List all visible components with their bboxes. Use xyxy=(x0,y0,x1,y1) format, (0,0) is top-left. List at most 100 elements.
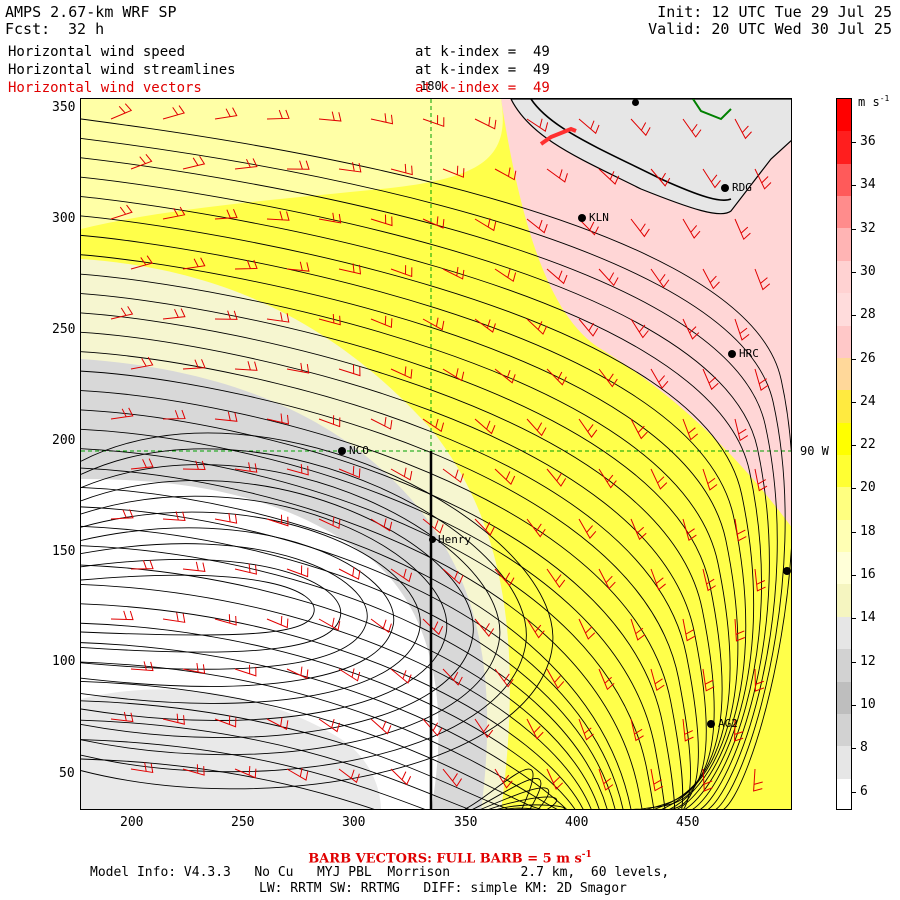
colorbar-label: 28 xyxy=(860,307,876,323)
wind-barb xyxy=(526,118,549,132)
station-marker-kln[interactable] xyxy=(578,214,586,222)
wind-barb xyxy=(318,314,341,326)
wind-barb xyxy=(110,306,134,320)
wind-barb xyxy=(578,318,599,337)
streamline-inner xyxy=(81,432,554,790)
streamline xyxy=(81,642,567,809)
wind-barb xyxy=(162,511,186,521)
wind-barb xyxy=(318,111,342,122)
station-label-ag2: AG2 xyxy=(718,717,738,730)
wind-barb xyxy=(234,361,258,371)
wind-barb xyxy=(734,218,751,241)
wind-barb xyxy=(214,411,238,422)
wind-barb xyxy=(682,618,696,642)
wind-barb xyxy=(110,610,134,621)
streamline xyxy=(81,234,747,809)
wind-barb xyxy=(442,368,465,382)
station-marker-nco[interactable] xyxy=(338,447,346,455)
station-marker-edge[interactable] xyxy=(783,567,791,575)
wind-barb xyxy=(546,268,568,285)
station-marker-henry[interactable] xyxy=(429,536,436,543)
wind-barb xyxy=(110,509,134,520)
colorbar-tick xyxy=(851,142,856,143)
wind-barb xyxy=(650,168,671,187)
colorbar-tick xyxy=(851,748,856,750)
colorbar-units-text: m s xyxy=(858,95,880,109)
meridian-label: 180 xyxy=(420,79,442,93)
wind-barb xyxy=(110,407,134,420)
colorbar-cell xyxy=(837,325,851,359)
wind-barb xyxy=(370,718,392,735)
wind-barb xyxy=(546,468,567,487)
station-marker-top[interactable] xyxy=(632,99,639,106)
wind-barb xyxy=(286,160,310,170)
colorbar-cell xyxy=(837,649,851,683)
wind-barb xyxy=(214,614,237,626)
wind-barb xyxy=(442,266,465,280)
wind-barb xyxy=(598,668,615,691)
streamline xyxy=(81,739,542,809)
wind-barb xyxy=(214,715,237,728)
wind-barb xyxy=(234,259,258,270)
wind-barb xyxy=(390,467,413,481)
wind-barb xyxy=(546,168,568,183)
streamline xyxy=(81,448,655,809)
station-marker-hrc[interactable] xyxy=(728,350,736,358)
colorbar-label: 10 xyxy=(860,696,876,712)
wind-barb xyxy=(182,359,206,370)
wind-barb xyxy=(494,268,517,283)
station-label-rdg: RDG xyxy=(732,181,752,194)
colorbar-tick xyxy=(851,445,856,447)
x-tick-label: 400 xyxy=(565,815,589,830)
field-name-streamlines: Horizontal wind streamlines xyxy=(8,62,236,78)
colorbar-label: 14 xyxy=(860,610,876,626)
station-marker-rdg[interactable] xyxy=(721,184,729,192)
wind-barb xyxy=(130,661,154,672)
y-tick-label: 100 xyxy=(52,654,76,669)
colorbar-label: 16 xyxy=(860,567,876,582)
wind-barb xyxy=(474,116,497,130)
wind-barb xyxy=(286,464,309,476)
wind-barb xyxy=(682,318,700,340)
wind-barb xyxy=(702,768,713,792)
wind-barb xyxy=(526,318,548,335)
station-marker-ag2[interactable] xyxy=(707,720,715,728)
colorbar-label: 6 xyxy=(860,783,868,799)
wind-barb xyxy=(370,315,393,329)
wind-barb xyxy=(442,768,463,788)
wind-barb xyxy=(390,668,412,684)
wind-barb xyxy=(266,717,289,730)
barb-legend-text: BARB VECTORS: FULL BARB = 5 m s xyxy=(308,851,582,867)
wind-barb xyxy=(754,268,771,291)
barbs-group xyxy=(110,103,772,792)
valid-time: Valid: 20 UTC Wed 30 Jul 25 xyxy=(648,20,892,38)
x-tick-label: 300 xyxy=(342,815,366,830)
streamline xyxy=(81,157,778,809)
wind-barb xyxy=(494,668,514,688)
colorbar-cell xyxy=(837,519,851,554)
wind-barb xyxy=(702,268,720,290)
colorbar-tick xyxy=(851,488,856,490)
y-tick-label: 350 xyxy=(52,100,76,115)
wind-barb xyxy=(234,766,257,779)
wind-barb xyxy=(702,668,715,692)
map-panel[interactable]: NCO Henry KLN RDG HRC AG2 xyxy=(80,98,792,810)
wind-barb xyxy=(130,560,154,570)
wind-barb xyxy=(754,568,766,592)
colorbar-cell xyxy=(837,778,851,809)
x-tick-label: 250 xyxy=(231,815,255,830)
colorbar-cell xyxy=(837,357,851,392)
wind-barb xyxy=(162,308,186,320)
colorbar-tick xyxy=(851,704,856,706)
wind-barb xyxy=(110,204,133,220)
wind-barb xyxy=(734,518,747,542)
wind-barb xyxy=(266,211,290,221)
barb-legend-exp: -1 xyxy=(581,850,592,860)
wind-barb xyxy=(578,418,598,438)
wind-barb xyxy=(630,118,651,137)
colorbar-label: 12 xyxy=(860,653,876,669)
y-tick-label: 250 xyxy=(52,322,76,337)
colorbar-cell xyxy=(837,552,851,586)
streamline-inner xyxy=(81,479,474,738)
wind-barb xyxy=(650,768,664,792)
